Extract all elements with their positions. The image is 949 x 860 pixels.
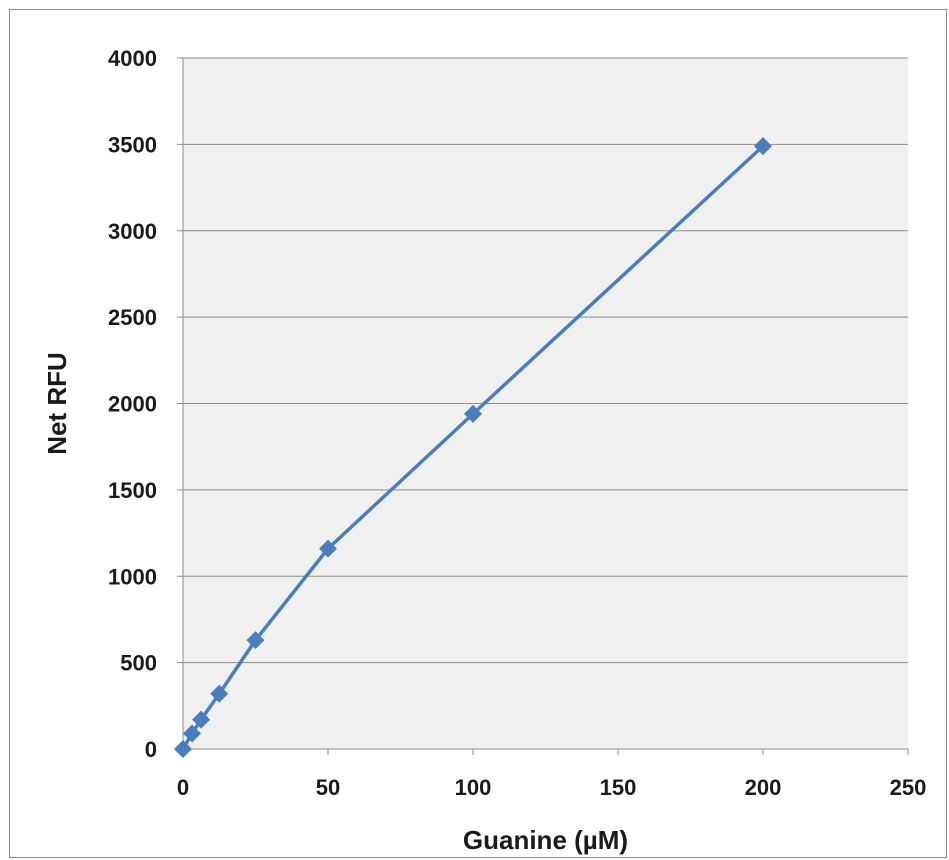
data-point — [246, 631, 265, 650]
x-tick-label: 0 — [177, 775, 189, 800]
y-tick-label: 3500 — [108, 132, 157, 157]
data-point — [210, 684, 229, 703]
y-tick-label: 3000 — [108, 219, 157, 244]
gridlines — [183, 57, 908, 664]
x-tick-label: 250 — [890, 775, 927, 800]
data-point — [174, 740, 192, 758]
data-point — [183, 724, 202, 743]
y-axis-title: Net RFU — [42, 352, 72, 455]
x-tick-labels: 0 50 100 150 200 250 — [177, 775, 926, 800]
data-point — [754, 137, 772, 156]
x-tick-label: 200 — [745, 775, 782, 800]
data-point — [319, 539, 337, 558]
x-tick-label: 100 — [455, 775, 492, 800]
y-tick-label: 1000 — [108, 564, 157, 589]
series — [174, 137, 772, 758]
y-tick-label: 2500 — [108, 305, 157, 330]
y-tick-labels: 0 500 1000 1500 2000 2500 3000 3500 4000 — [108, 46, 157, 762]
y-tick-label: 0 — [145, 737, 157, 762]
x-axis-title: Guanine (µM) — [463, 825, 628, 855]
y-tick-label: 1500 — [108, 478, 157, 503]
x-tick-label: 150 — [600, 775, 637, 800]
data-point — [192, 710, 211, 729]
y-tick-label: 4000 — [108, 46, 157, 71]
data-point — [464, 404, 482, 423]
x-tick-label: 50 — [316, 775, 340, 800]
y-tick-label: 2000 — [108, 392, 157, 417]
y-tick-label: 500 — [120, 651, 157, 676]
